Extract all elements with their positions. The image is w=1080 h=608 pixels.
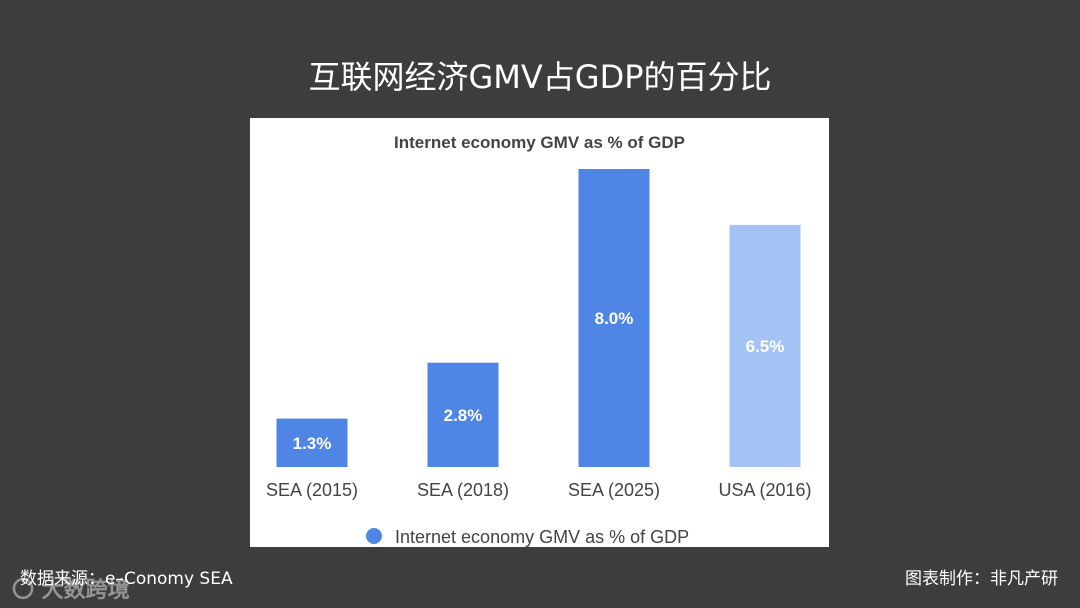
chart-title: Internet economy GMV as % of GDP	[394, 133, 685, 152]
x-tick-label: SEA (2025)	[568, 480, 660, 500]
data-label: 8.0%	[595, 309, 634, 328]
data-source: 数据来源：e–Conomy SEA	[20, 569, 233, 589]
x-tick-label: SEA (2015)	[266, 480, 358, 500]
bar	[276, 418, 348, 467]
x-tick-label: SEA (2018)	[417, 480, 509, 500]
bar	[729, 224, 801, 467]
chart-panel: Internet economy GMV as % of GDP 1.3% SEA …	[250, 118, 829, 547]
legend-swatch	[366, 528, 382, 544]
slide-title: 互联网经济GMV占GDP的百分比	[308, 58, 772, 96]
chart-credit: 图表制作：非凡产研	[905, 569, 1058, 589]
legend-label: Internet economy GMV as % of GDP	[395, 527, 689, 547]
bar	[427, 362, 499, 467]
bar-chart: Internet economy GMV as % of GDP 1.3% SEA …	[266, 133, 812, 547]
bar	[578, 169, 650, 467]
x-tick-label: USA (2016)	[718, 480, 811, 500]
data-label: 1.3%	[293, 434, 332, 453]
data-label: 2.8%	[444, 406, 483, 425]
data-label: 6.5%	[746, 337, 785, 356]
watermark-logo: 〇 大数跨境	[12, 578, 130, 603]
